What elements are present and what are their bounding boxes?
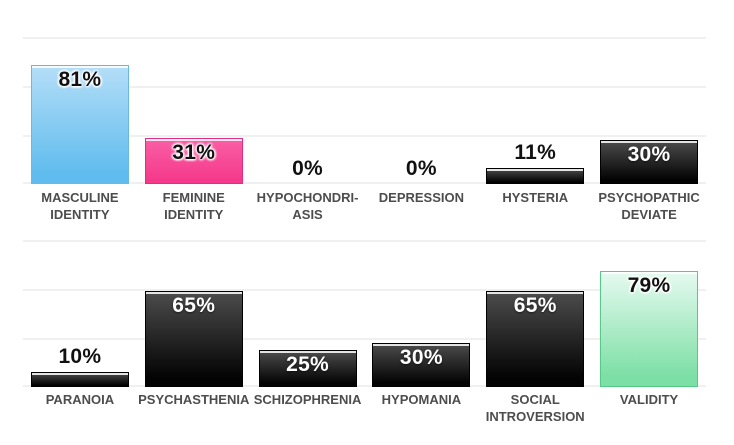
bar-category-label: DEPRESSION [378, 190, 465, 205]
gridline [23, 288, 706, 291]
bar-category-label: MASCULINE IDENTITY [41, 190, 119, 222]
bar-cell: 81% [23, 37, 137, 184]
bar-category-label: HYSTERIA [502, 190, 569, 205]
bar-category-cell: HYSTERIA [478, 189, 592, 224]
bar-value-label: 79% [627, 274, 671, 297]
bar-category-cell: SCHIZOPHRENIA [251, 391, 365, 426]
bar-cell: 79% [592, 240, 706, 387]
bar-category-cell: PSYCHOPATHIC DEVIATE [592, 189, 706, 224]
bar [258, 350, 357, 387]
bar-cell: 11% [478, 37, 592, 184]
bar-category-label: VALIDITY [619, 392, 679, 407]
bar [144, 138, 243, 184]
bar-cell: 10% [23, 240, 137, 387]
bar-value-label: 0% [405, 157, 437, 180]
bar [30, 372, 129, 387]
chart-row-1-plot: 81% 31% 0% 0% 11% 30% [23, 37, 706, 184]
bar-value-label: 30% [627, 143, 671, 166]
bar-category-cell: MASCULINE IDENTITY [23, 189, 137, 224]
gridline [23, 135, 706, 138]
chart-row-1-labels: MASCULINE IDENTITY FEMININE IDENTITY HYPOC… [23, 189, 706, 224]
bar-category-label: HYPOCHONDRI- ASIS [256, 190, 359, 222]
gridline [23, 338, 706, 341]
bar-category-cell: FEMININE IDENTITY [137, 189, 251, 224]
bar-cell: 65% [478, 240, 592, 387]
bar-cell: 30% [364, 240, 478, 387]
bar-category-label: HYPOMANIA [381, 392, 462, 407]
bar-category-cell: PARANOIA [23, 391, 137, 426]
bar-category-label: FEMININE IDENTITY [162, 190, 225, 222]
bar-value-label: 10% [58, 345, 102, 368]
chart-row-1-bars: 81% 31% 0% 0% 11% 30% [23, 37, 706, 184]
bar-value-label: 25% [286, 353, 330, 376]
bar-cell: 25% [251, 240, 365, 387]
chart-row-2-bars: 10% 65% 25% 30% 65% 79% [23, 240, 706, 387]
gridline [23, 240, 706, 242]
bar [30, 65, 129, 184]
gridline-baseline [23, 385, 706, 387]
bar-category-cell: VALIDITY [592, 391, 706, 426]
bar-value-label: 65% [513, 294, 557, 317]
bar-value-label: 11% [514, 141, 557, 164]
bar [600, 271, 699, 387]
bar [144, 291, 243, 387]
bar-category-cell: SOCIAL INTROVERSION [478, 391, 592, 426]
bar-cell: 0% [251, 37, 365, 184]
bar-category-label: SOCIAL INTROVERSION [485, 392, 585, 424]
bar-value-label: 30% [399, 346, 443, 369]
gridline-baseline [23, 182, 706, 184]
bar-value-label: 31% [172, 141, 216, 164]
bar-category-label: PSYCHASTHENIA [138, 392, 250, 407]
chart-row-2-plot: 10% 65% 25% 30% 65% 79% [23, 240, 706, 387]
bar-value-label: 65% [172, 294, 216, 317]
bar [600, 140, 699, 184]
bar-category-cell: HYPOCHONDRI- ASIS [251, 189, 365, 224]
gridline [23, 85, 706, 88]
gridline [23, 37, 706, 39]
bar-category-cell: PSYCHASTHENIA [137, 391, 251, 426]
bar-cell: 30% [592, 37, 706, 184]
bar [372, 343, 471, 387]
bar-category-label: PSYCHOPATHIC DEVIATE [598, 190, 700, 222]
bar-value-label: 0% [292, 157, 324, 180]
bar-cell: 0% [364, 37, 478, 184]
bar-category-cell: DEPRESSION [364, 189, 478, 224]
bar-category-label: SCHIZOPHRENIA [253, 392, 362, 407]
chart-row-2-labels: PARANOIA PSYCHASTHENIA SCHIZOPHRENIA HYPOMA… [23, 391, 706, 426]
bar-category-cell: HYPOMANIA [364, 391, 478, 426]
bar-category-label: PARANOIA [45, 392, 115, 407]
bar-cell: 31% [137, 37, 251, 184]
bar [486, 291, 585, 387]
bar-cell: 65% [137, 240, 251, 387]
bar-value-label: 81% [58, 68, 102, 91]
bar [486, 168, 585, 184]
